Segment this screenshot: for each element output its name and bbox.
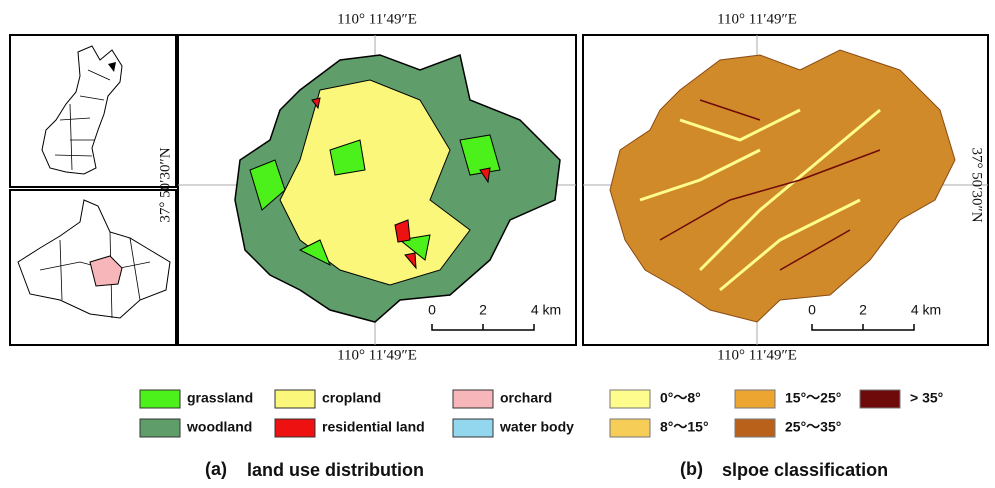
scale-label: 4 km	[911, 302, 941, 318]
scale-label: 4 km	[531, 302, 561, 318]
legend-label: 25°～35°	[785, 419, 841, 435]
legend-swatch	[453, 390, 493, 408]
legend-swatch	[275, 419, 315, 437]
legend-label: > 35°	[910, 390, 943, 406]
legend-swatch	[610, 419, 650, 437]
legend-swatch	[860, 390, 900, 408]
legend-label: 8°～15°	[660, 419, 709, 435]
coord-label: 110° 11′49″E	[337, 347, 417, 363]
legend-label: cropland	[322, 390, 381, 406]
scale-label: 2	[859, 302, 867, 318]
legend-swatch	[735, 390, 775, 408]
legend-label: woodland	[186, 419, 252, 435]
figure: 110° 11′49″E 110° 11′49″E 37° 50′30″N 11…	[0, 0, 995, 488]
coord-label: 110° 11′49″E	[717, 347, 797, 363]
coord-label: 37° 50′30″N	[157, 147, 173, 222]
legend-label: residential land	[322, 419, 425, 435]
legend-label: grassland	[187, 390, 253, 406]
legend-label: water body	[499, 419, 574, 435]
caption-text: land use distribution	[247, 460, 424, 480]
legend-swatch	[275, 390, 315, 408]
legend-swatch	[610, 390, 650, 408]
legend-swatch	[140, 419, 180, 437]
legend-swatch	[453, 419, 493, 437]
coord-label: 37° 50′30″N	[969, 147, 985, 222]
coord-label: 110° 11′49″E	[337, 11, 417, 27]
caption-letter: (b)	[680, 459, 703, 479]
scale-label: 0	[428, 302, 436, 318]
coord-label: 110° 11′49″E	[717, 11, 797, 27]
legend-label: orchard	[500, 390, 552, 406]
caption-letter: (a)	[205, 459, 227, 479]
caption-text: slpoe classification	[722, 460, 888, 480]
legend-label: 0°～8°	[660, 390, 701, 406]
figure-canvas: 110° 11′49″E 110° 11′49″E 37° 50′30″N 11…	[0, 0, 995, 488]
region-outline	[18, 200, 170, 318]
legend-label: 15°～25°	[785, 390, 841, 406]
legend-swatch	[735, 419, 775, 437]
scale-label: 0	[808, 302, 816, 318]
legend-swatch	[140, 390, 180, 408]
scale-label: 2	[479, 302, 487, 318]
